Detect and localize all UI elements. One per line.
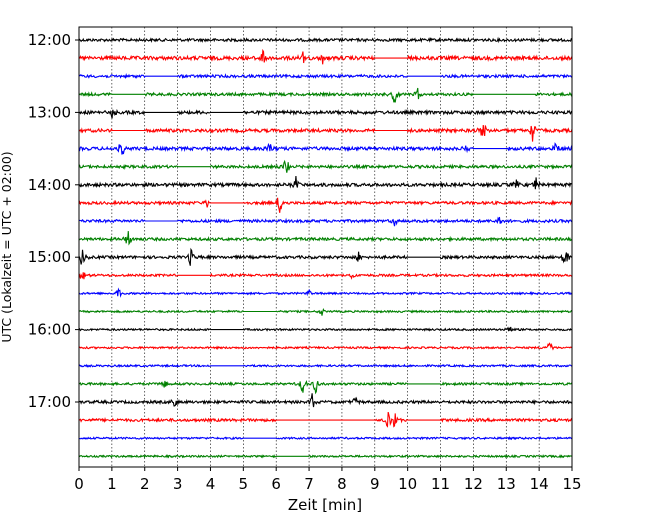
trace-1200 <box>78 36 573 44</box>
trace-1300 <box>78 108 573 119</box>
trace-1615 <box>78 342 573 351</box>
trace-1430 <box>78 216 573 227</box>
trace-line <box>78 436 573 441</box>
x-tick-label-9: 9 <box>370 475 380 493</box>
trace-1330 <box>78 142 573 155</box>
x-tick-label-15: 15 <box>562 475 581 493</box>
trace-line <box>78 87 573 103</box>
trace-1630 <box>78 363 573 368</box>
x-tick-label-1: 1 <box>107 475 117 493</box>
trace-line <box>78 197 573 213</box>
trace-1700 <box>78 393 573 408</box>
trace-line <box>78 142 573 155</box>
trace-line <box>78 72 573 80</box>
x-tick-label-12: 12 <box>464 475 483 493</box>
trace-line <box>78 287 573 298</box>
x-tick-label-13: 13 <box>497 475 516 493</box>
x-axis-ticks: 0 1 2 3 4 5 6 7 8 9 10 11 12 13 14 15 <box>74 467 582 493</box>
y-tick-label-1300: 13:00 <box>28 103 71 121</box>
y-tick-label-1700: 17:00 <box>28 393 71 411</box>
trace-1600 <box>78 326 573 332</box>
y-tick-label-1200: 12:00 <box>28 31 71 49</box>
trace-line <box>78 108 573 119</box>
x-tick-label-10: 10 <box>398 475 417 493</box>
x-tick-label-11: 11 <box>431 475 450 493</box>
trace-line <box>78 326 573 332</box>
trace-line <box>78 411 573 428</box>
trace-1245 <box>78 87 573 103</box>
trace-1545 <box>78 308 573 316</box>
trace-1230 <box>78 72 573 80</box>
trace-line <box>78 176 573 190</box>
x-tick-label-0: 0 <box>74 475 84 493</box>
trace-line <box>78 247 573 266</box>
trace-1445 <box>78 231 573 246</box>
trace-line <box>78 363 573 368</box>
trace-1515 <box>78 272 573 280</box>
seismogram-traces <box>78 36 573 459</box>
trace-line <box>78 216 573 227</box>
trace-line <box>78 272 573 280</box>
x-tick-label-8: 8 <box>337 475 347 493</box>
trace-line <box>78 379 573 395</box>
trace-line <box>78 393 573 408</box>
trace-1730 <box>78 436 573 441</box>
trace-line <box>78 342 573 351</box>
x-tick-label-14: 14 <box>530 475 549 493</box>
x-tick-label-4: 4 <box>206 475 216 493</box>
trace-line <box>78 159 573 173</box>
trace-line <box>78 454 573 459</box>
trace-1530 <box>78 287 573 298</box>
trace-1715 <box>78 411 573 428</box>
trace-1745 <box>78 454 573 459</box>
trace-line <box>78 308 573 316</box>
y-tick-label-1600: 16:00 <box>28 321 71 339</box>
x-tick-label-6: 6 <box>271 475 281 493</box>
x-tick-label-2: 2 <box>140 475 150 493</box>
trace-line <box>78 48 573 65</box>
plot-frame <box>78 26 573 468</box>
x-tick-label-5: 5 <box>239 475 249 493</box>
trace-1345 <box>78 159 573 173</box>
trace-line <box>78 124 573 142</box>
y-tick-label-1400: 14:00 <box>28 176 71 194</box>
trace-1315 <box>78 124 573 142</box>
trace-1215 <box>78 48 573 65</box>
trace-1415 <box>78 197 573 213</box>
y-axis-label: UTC (Lokalzeit = UTC + 02:00) <box>0 151 14 342</box>
y-axis-ticks: 12:00 13:00 14:00 15:00 16:00 17:00 <box>28 31 79 411</box>
trace-1645 <box>78 379 573 395</box>
y-tick-label-1500: 15:00 <box>28 248 71 266</box>
trace-line <box>78 231 573 246</box>
x-tick-label-7: 7 <box>304 475 314 493</box>
x-axis-label: Zeit [min] <box>288 496 362 514</box>
trace-1500 <box>78 247 573 266</box>
trace-line <box>78 36 573 44</box>
x-tick-label-3: 3 <box>173 475 183 493</box>
trace-1400 <box>78 176 573 190</box>
